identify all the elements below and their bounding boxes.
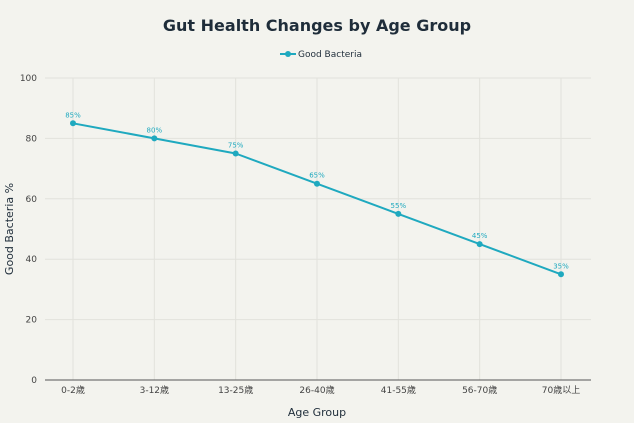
- data-point: [476, 241, 483, 248]
- y-tick-label: 80: [26, 134, 38, 144]
- y-tick-label: 100: [20, 74, 37, 84]
- x-tick-label: 41-55歳: [381, 384, 416, 396]
- data-label: 45%: [472, 232, 488, 240]
- x-axis-title: Age Group: [288, 406, 346, 419]
- x-axis: 0-2歳 3-12歳 13-25歳 26-40歳 41-55歳 56-70歳 70歳以上: [61, 384, 580, 396]
- legend-label: Good Bacteria: [298, 50, 362, 60]
- chart-title: Gut Health Changes by Age Group: [163, 16, 471, 35]
- y-tick-label: 20: [26, 316, 38, 326]
- series-good-bacteria: 85% 80% 75% 65% 55% 45% 35%: [65, 111, 569, 278]
- data-label: 80%: [147, 126, 163, 134]
- data-label: 55%: [391, 202, 407, 210]
- y-axis-title: Good Bacteria %: [3, 183, 16, 275]
- data-point: [558, 271, 564, 278]
- x-tick-label: 13-25歳: [218, 384, 253, 396]
- data-point: [395, 210, 402, 217]
- y-tick-label: 0: [31, 376, 37, 386]
- legend[interactable]: Good Bacteria: [280, 50, 362, 60]
- x-tick-label: 56-70歳: [462, 384, 497, 396]
- data-point: [232, 150, 239, 157]
- x-tick-label: 0-2歳: [61, 384, 85, 396]
- y-tick-label: 40: [26, 255, 38, 265]
- y-axis: 0 20 40 60 80 100: [20, 74, 37, 386]
- data-point: [70, 120, 76, 127]
- data-label: 85%: [65, 111, 81, 119]
- legend-point-marker: [285, 51, 291, 57]
- data-label: 65%: [309, 172, 325, 180]
- data-point: [314, 180, 320, 187]
- gridlines: [45, 77, 591, 380]
- x-tick-label: 70歳以上: [542, 384, 580, 396]
- data-label: 75%: [228, 142, 244, 150]
- data-label: 35%: [553, 262, 569, 270]
- x-tick-label: 26-40歳: [299, 384, 334, 396]
- data-point: [151, 135, 158, 142]
- x-tick-label: 3-12歳: [140, 384, 169, 396]
- y-tick-label: 60: [26, 195, 38, 205]
